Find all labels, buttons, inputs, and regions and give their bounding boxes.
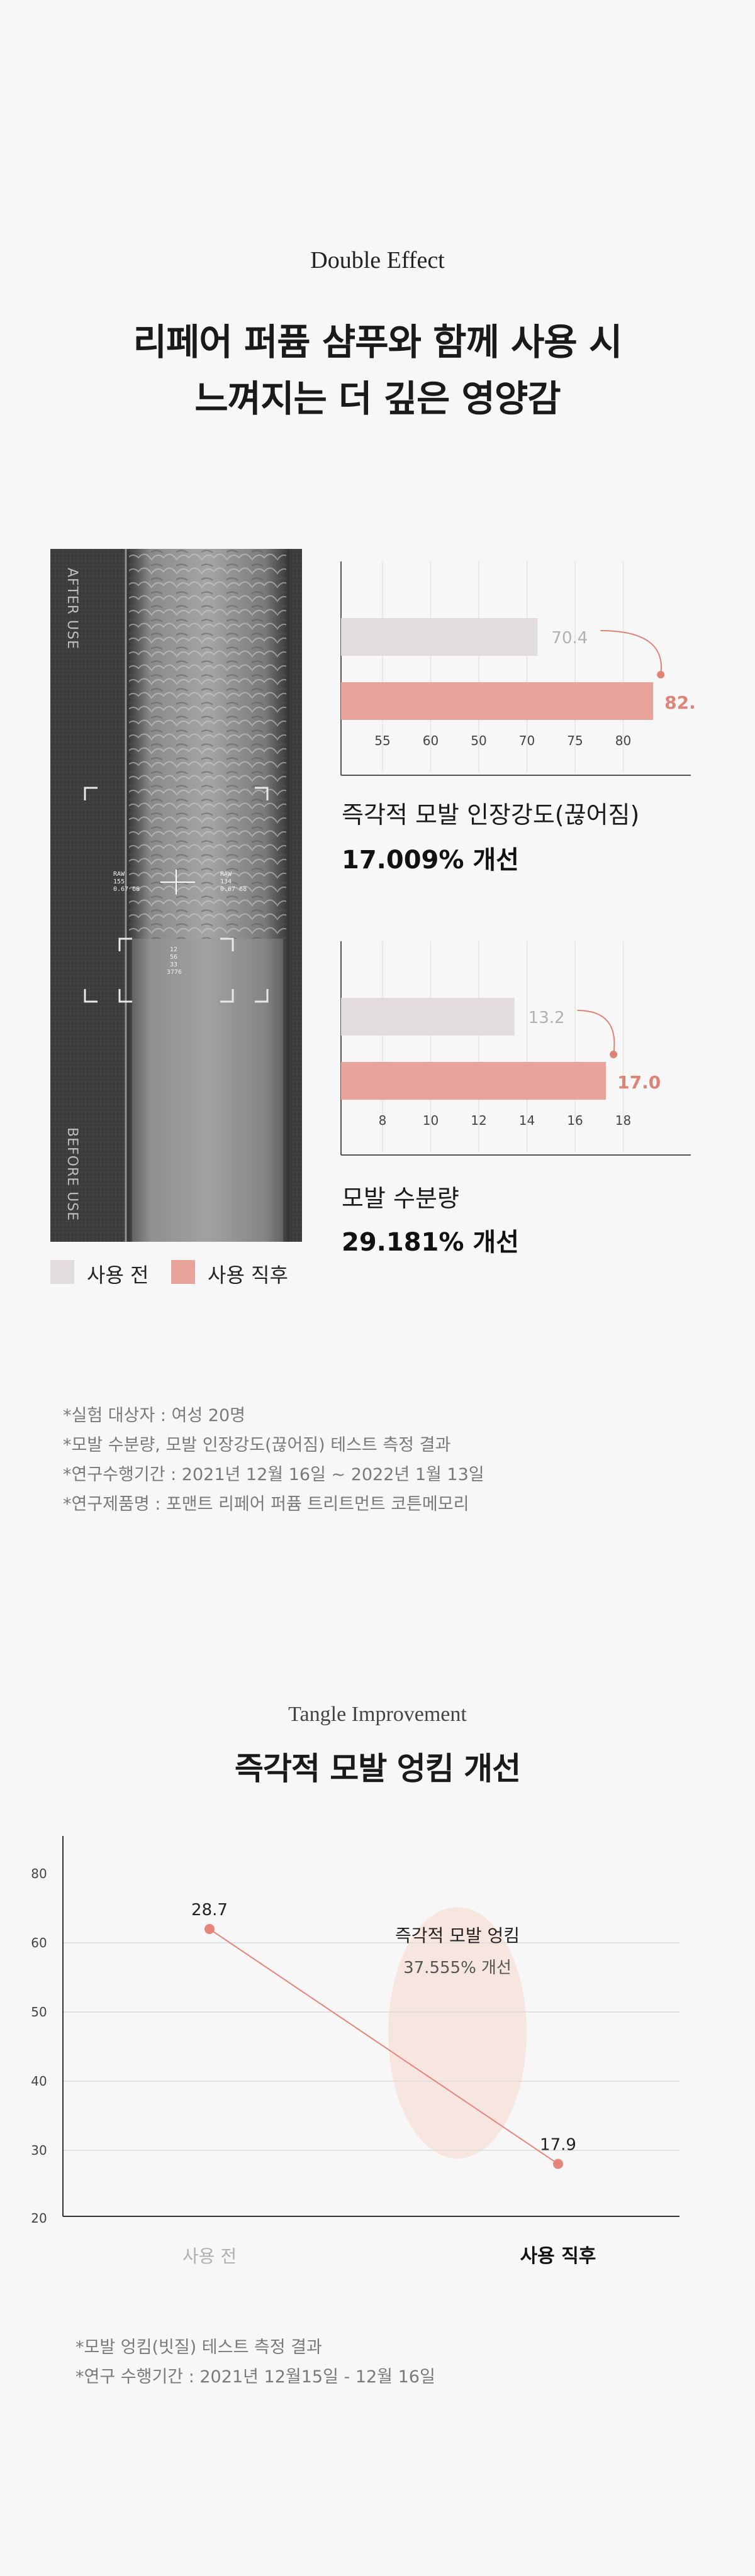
y-tick-label: 40 [31, 2074, 47, 2089]
svg-text:56: 56 [170, 954, 177, 961]
strength-caption: 즉각적 모발 인장강도(끊어짐) [342, 801, 640, 829]
x-tick-label: 60 [423, 733, 439, 748]
test-notes: *실험 대상자 : 여성 20명 *모발 수분량, 모발 인장강도(끊어짐) 테… [63, 1401, 484, 1519]
svg-text:134: 134 [220, 878, 232, 885]
trend-arrow [577, 1010, 615, 1055]
value-label-after: 17.0 [617, 1072, 661, 1093]
svg-text:0.67 68: 0.67 68 [220, 886, 247, 893]
section2-title: 즉각적 모발 엉킴 개선 [234, 1750, 521, 1787]
moisture-result: 29.181% 개선 [342, 1228, 519, 1257]
trend-arrow [600, 630, 663, 675]
legend-after-label: 사용 직후 [208, 1263, 288, 1287]
note-line: *연구수행기간 : 2021년 12월 16일 ~ 2022년 1월 13일 [63, 1465, 484, 1484]
svg-text:155: 155 [113, 878, 125, 885]
x-tick-label: 70 [519, 733, 535, 748]
svg-text:RAW: RAW [113, 871, 125, 878]
trend-arrow-head [610, 1051, 618, 1058]
x-tick-label: 8 [379, 1113, 387, 1128]
highlight-value: 37.555% 개선 [403, 1959, 512, 1977]
x-tick-label: 18 [615, 1113, 631, 1128]
value-label-before: 13.2 [528, 1009, 565, 1027]
y-tick-label: 60 [31, 1935, 47, 1950]
note-line: *연구 수행기간 : 2021년 12월15일 - 12월 16일 [76, 2367, 435, 2387]
note-line: *실험 대상자 : 여성 20명 [63, 1406, 246, 1425]
before-use-label: BEFORE USE [64, 1127, 80, 1222]
y-tick-label: 80 [31, 1866, 47, 1881]
section-title: 리페어 퍼퓸 샴푸와 함께 사용 시 느껴지는 더 깊은 영양감 [0, 314, 755, 428]
y-tick-label: 50 [31, 2004, 47, 2020]
x-tick-label: 12 [471, 1113, 486, 1128]
note-line: *모발 수분량, 모발 인장강도(끊어짐) 테스트 측정 결과 [63, 1435, 451, 1455]
tangle-line-chart: 80 60 50 40 30 20 28.7 17.9 즉각적 모발 엉킴 37.555% 개선사… [31, 1836, 680, 2267]
strength-result: 17.009% 개선 [342, 846, 519, 875]
bar-before [341, 998, 515, 1036]
trend-arrow-head [657, 671, 665, 678]
svg-text:3776: 3776 [167, 969, 182, 976]
x-tick-label: 14 [519, 1113, 535, 1128]
x-tick-label: 16 [567, 1113, 583, 1128]
bar-before [341, 618, 538, 656]
bar-after [341, 682, 654, 720]
legend-before-swatch [50, 1260, 74, 1284]
y-tick-label: 30 [31, 2143, 47, 2158]
svg-text:RAW: RAW [220, 871, 232, 878]
svg-text:33: 33 [170, 961, 177, 968]
moisture-chart: 8 10 12 14 16 18 13.2 17.0 [340, 941, 691, 1156]
highlight-label: 즉각적 모발 엉킴 [395, 1925, 520, 1946]
x-tick-label: 10 [423, 1113, 439, 1128]
point-after [553, 2159, 563, 2169]
value-label-after: 82.4 [664, 692, 694, 713]
section2-eyebrow: Tangle Improvement [288, 1703, 467, 1726]
legend-after-swatch [171, 1260, 195, 1284]
note-line: *모발 엉킴(빗질) 테스트 측정 결과 [76, 2338, 322, 2357]
title-line-2: 느껴지는 더 깊은 영양감 [194, 377, 561, 420]
y-tick-label: 20 [31, 2211, 47, 2226]
bar-after [341, 1062, 607, 1100]
note-line: *연구제품명 : 포맨트 리페어 퍼퓸 트리트먼트 코튼메모리 [63, 1495, 469, 1514]
x-tick-label: 50 [471, 733, 486, 748]
title-line-1: 리페어 퍼퓸 샴푸와 함께 사용 시 [133, 321, 623, 363]
x-tick-label: 80 [615, 733, 631, 748]
highlight-bubble [388, 1907, 527, 2159]
x-tick-label: 55 [374, 733, 390, 748]
legend-before-label: 사용 전 [87, 1263, 149, 1287]
x-tick-label: 75 [567, 733, 583, 748]
svg-text:12: 12 [170, 946, 177, 953]
data-label: 17.9 [540, 2136, 576, 2155]
moisture-caption: 모발 수분량 [342, 1185, 459, 1212]
hair-sem-image: RAW 155 0.67 68 RAW 134 0.67 68 12 56 33 3776 A… [50, 549, 302, 1242]
tensile-strength-chart: 55 60 50 70 75 80 70.4 82.4 [340, 561, 694, 776]
value-label-before: 70.4 [551, 629, 588, 648]
after-use-label: AFTER USE [64, 568, 80, 650]
tangle-notes: *모발 엉킴(빗질) 테스트 측정 결과 *연구 수행기간 : 2021년 12… [76, 2333, 435, 2392]
series-line [209, 1928, 559, 2165]
svg-text:0.67 68: 0.67 68 [113, 886, 140, 893]
data-label: 28.7 [191, 1901, 228, 1920]
category-label-after: 사용 직후 [520, 2245, 596, 2267]
point-before [204, 1924, 215, 1934]
category-label-before: 사용 전 [182, 2246, 237, 2267]
section-eyebrow: Double Effect [310, 247, 445, 274]
